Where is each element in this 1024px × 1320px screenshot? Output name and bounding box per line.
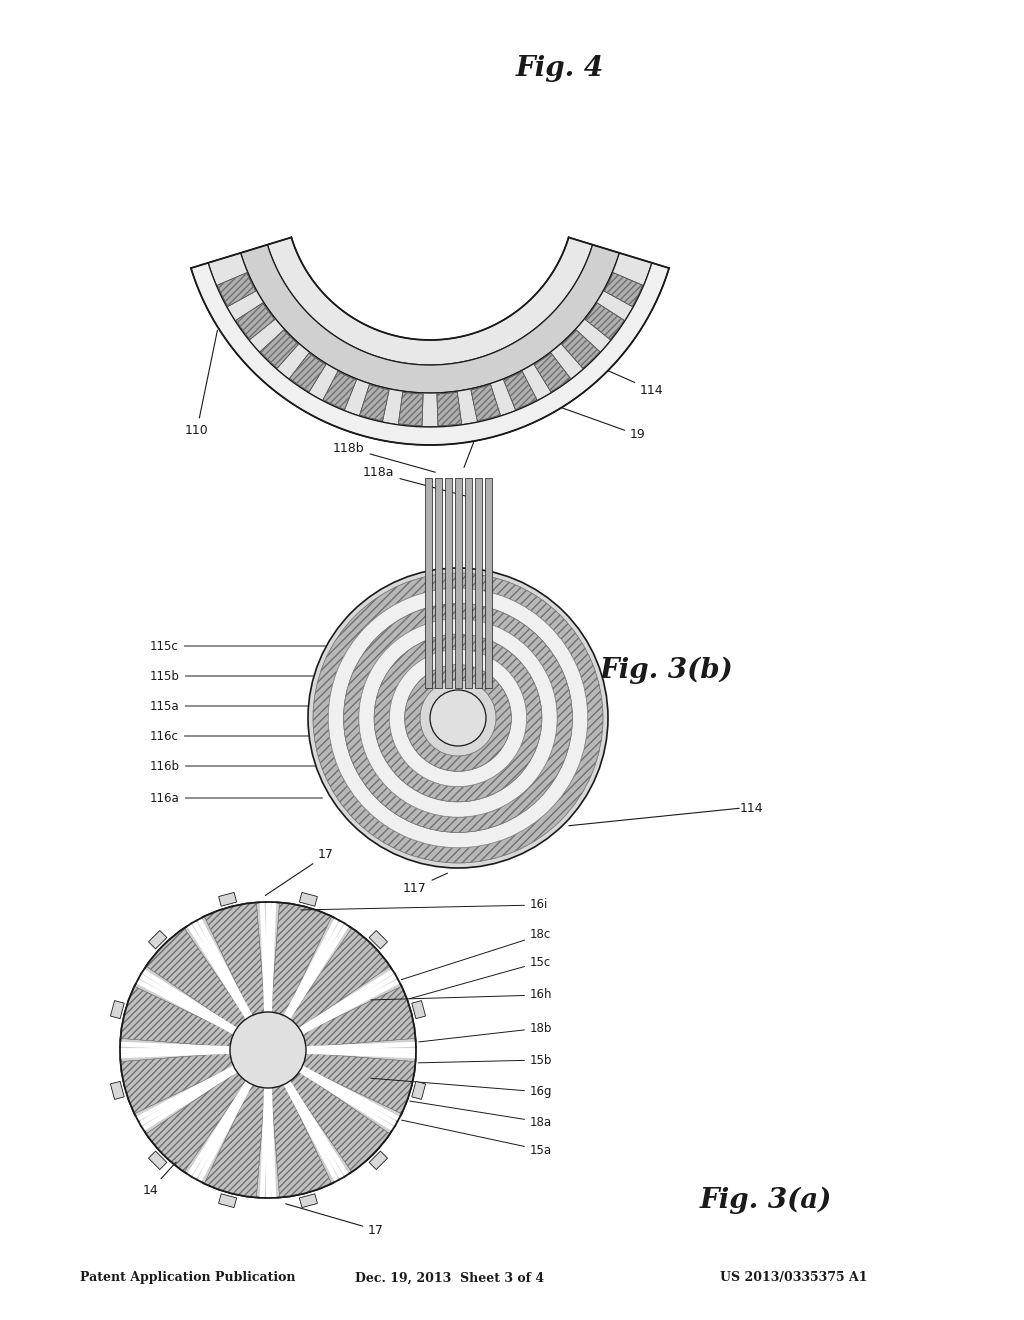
Polygon shape [484, 478, 492, 688]
Wedge shape [290, 1072, 390, 1172]
Polygon shape [535, 352, 570, 392]
Text: 114: 114 [578, 358, 664, 396]
Polygon shape [604, 273, 643, 306]
Polygon shape [241, 244, 620, 393]
Text: Patent Application Publication: Patent Application Publication [80, 1271, 296, 1284]
Wedge shape [204, 1084, 265, 1197]
Polygon shape [267, 238, 593, 366]
Text: 17: 17 [265, 849, 334, 895]
Text: 14: 14 [143, 1162, 176, 1196]
Wedge shape [358, 619, 557, 817]
Text: Fig. 4: Fig. 4 [516, 54, 604, 82]
Text: 118a: 118a [362, 466, 470, 498]
Wedge shape [146, 928, 247, 1028]
Polygon shape [465, 478, 471, 688]
Wedge shape [389, 649, 526, 787]
Text: 18a: 18a [410, 1101, 552, 1129]
Text: 118c: 118c [463, 424, 494, 467]
Polygon shape [148, 1151, 167, 1170]
Text: 16g: 16g [371, 1078, 553, 1098]
Text: 16i: 16i [301, 899, 549, 912]
Polygon shape [190, 263, 669, 445]
Polygon shape [474, 478, 481, 688]
Text: Fig. 3(b): Fig. 3(b) [600, 656, 734, 684]
Text: 18b: 18b [419, 1022, 552, 1041]
Wedge shape [302, 986, 416, 1047]
Polygon shape [290, 352, 326, 392]
Polygon shape [299, 1193, 317, 1208]
Wedge shape [146, 1072, 247, 1172]
Polygon shape [359, 384, 389, 421]
Text: 117: 117 [465, 636, 517, 667]
Polygon shape [455, 478, 462, 688]
Circle shape [120, 902, 416, 1199]
Wedge shape [290, 928, 390, 1028]
Text: 114: 114 [740, 801, 764, 814]
Text: 15a: 15a [401, 1121, 552, 1156]
Text: 116a: 116a [150, 792, 323, 804]
Text: 15c: 15c [410, 956, 551, 999]
Polygon shape [111, 1001, 124, 1019]
Polygon shape [236, 302, 274, 339]
Wedge shape [121, 986, 233, 1047]
Circle shape [430, 690, 486, 746]
Text: 115b: 115b [150, 669, 384, 682]
Polygon shape [260, 330, 298, 368]
Circle shape [308, 568, 608, 869]
Wedge shape [404, 665, 511, 771]
Polygon shape [434, 478, 441, 688]
Circle shape [230, 1012, 306, 1088]
Polygon shape [148, 931, 167, 949]
Text: 11: 11 [572, 276, 626, 289]
Wedge shape [344, 603, 572, 833]
Wedge shape [271, 903, 332, 1015]
Text: 116b: 116b [150, 759, 338, 772]
Text: US 2013/0335375 A1: US 2013/0335375 A1 [720, 1271, 867, 1284]
Polygon shape [218, 892, 237, 907]
Polygon shape [504, 371, 537, 409]
Text: 110: 110 [185, 330, 217, 437]
Wedge shape [121, 1053, 233, 1114]
Polygon shape [412, 1081, 426, 1100]
Text: Dec. 19, 2013  Sheet 3 of 4: Dec. 19, 2013 Sheet 3 of 4 [355, 1271, 544, 1284]
Polygon shape [471, 384, 501, 421]
Text: 19: 19 [553, 405, 646, 441]
Polygon shape [398, 392, 423, 426]
Polygon shape [412, 1001, 426, 1019]
Polygon shape [561, 330, 600, 368]
Wedge shape [271, 1084, 332, 1197]
Text: 115c: 115c [150, 639, 399, 652]
Text: 16h: 16h [371, 989, 553, 1002]
Text: 15b: 15b [418, 1053, 552, 1067]
Polygon shape [437, 392, 462, 426]
Polygon shape [323, 371, 356, 409]
Text: 118b: 118b [333, 441, 435, 473]
Text: 117: 117 [403, 873, 447, 895]
Text: 17: 17 [286, 1204, 384, 1237]
Polygon shape [369, 1151, 387, 1170]
Text: 14: 14 [577, 309, 631, 342]
Polygon shape [208, 253, 652, 426]
Polygon shape [217, 273, 256, 306]
Wedge shape [374, 634, 542, 801]
Polygon shape [444, 478, 452, 688]
Polygon shape [299, 892, 317, 907]
Polygon shape [585, 302, 624, 339]
Wedge shape [329, 589, 588, 847]
Polygon shape [218, 1193, 237, 1208]
Text: 18c: 18c [401, 928, 551, 979]
Polygon shape [111, 1081, 124, 1100]
Text: 115a: 115a [150, 700, 369, 713]
Wedge shape [204, 903, 265, 1015]
Wedge shape [313, 573, 603, 863]
Text: Fig. 3(a): Fig. 3(a) [700, 1187, 833, 1213]
Wedge shape [302, 1053, 416, 1114]
Polygon shape [369, 931, 387, 949]
Text: 116c: 116c [150, 730, 353, 742]
Polygon shape [425, 478, 431, 688]
